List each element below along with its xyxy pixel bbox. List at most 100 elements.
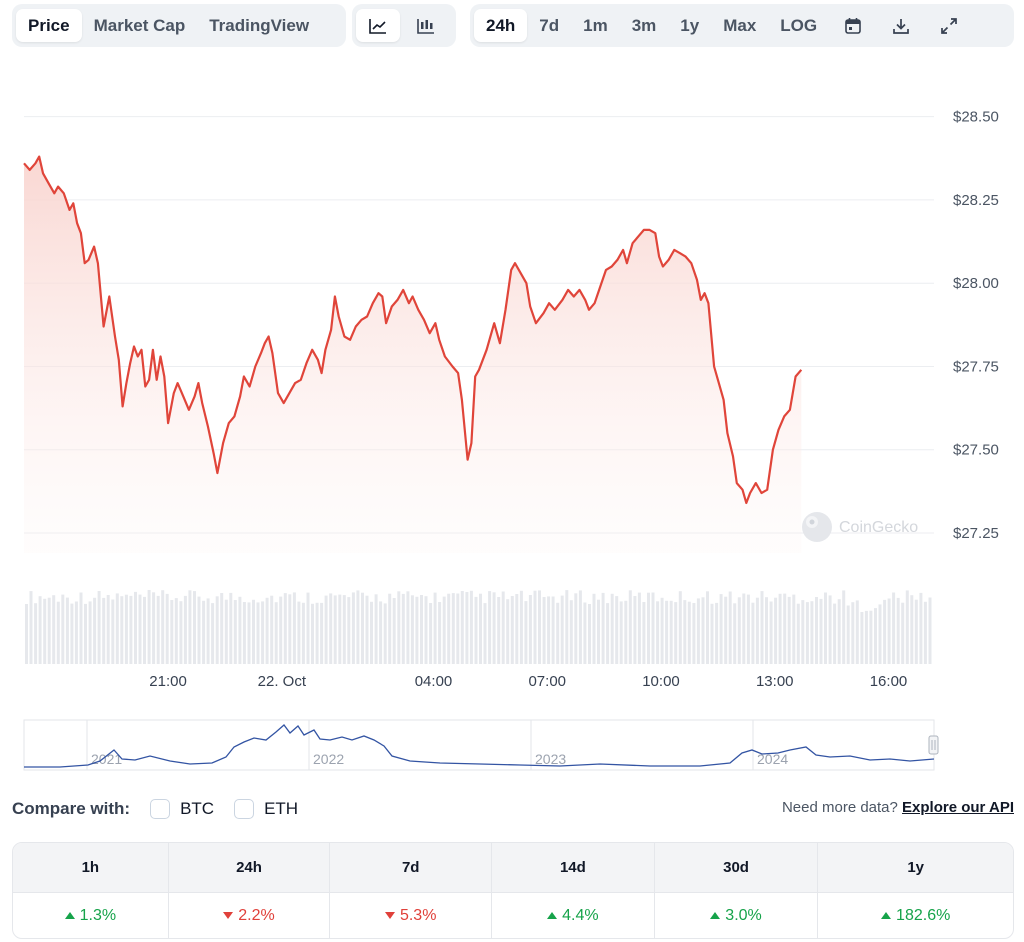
- volume-bar: [774, 597, 778, 664]
- range-7d[interactable]: 7d: [539, 15, 560, 35]
- volume-bar: [765, 597, 768, 664]
- volume-bar: [719, 594, 723, 664]
- range-3m[interactable]: 3m: [631, 15, 657, 35]
- price-area: [23, 155, 803, 553]
- x-tick-label: 22. Oct: [258, 673, 307, 690]
- tab-tradingview[interactable]: TradingView: [209, 15, 310, 35]
- volume-bar: [429, 603, 433, 664]
- line-chart-button[interactable]: [356, 9, 400, 42]
- y-tick-label: $27.50: [953, 442, 999, 459]
- perf-col-30d: 30d 3.0%: [654, 843, 819, 938]
- volume-bar: [174, 598, 178, 664]
- volume-bar: [338, 594, 342, 664]
- volume-bar: [315, 602, 319, 664]
- fullscreen-button[interactable]: [925, 9, 973, 42]
- volume-bar: [247, 602, 251, 664]
- volume-bar: [801, 600, 805, 664]
- volume-bar: [610, 593, 614, 664]
- perf-col-14d: 14d 4.4%: [492, 843, 655, 938]
- volume-bar: [746, 594, 750, 664]
- volume-bar: [129, 595, 133, 664]
- volume-bar: [292, 592, 296, 664]
- tab-price[interactable]: Price: [16, 9, 82, 42]
- range-1y[interactable]: 1y: [680, 15, 700, 35]
- volume-bar: [674, 602, 678, 664]
- volume-bar: [370, 601, 373, 664]
- volume-bar: [497, 597, 501, 664]
- explore-api-link[interactable]: Explore our API: [902, 799, 1014, 816]
- volume-bar: [424, 596, 428, 664]
- volume-bar: [392, 598, 396, 664]
- volume-bar: [274, 602, 278, 664]
- range-24h[interactable]: 24h: [474, 9, 528, 42]
- compare-eth-checkbox[interactable]: ETH: [234, 799, 298, 819]
- volume-bar: [860, 612, 864, 664]
- volume-bar: [143, 596, 146, 664]
- volume-bar: [547, 596, 551, 664]
- volume-bar: [483, 603, 487, 664]
- volume-bar: [451, 593, 455, 664]
- range-1m[interactable]: 1m: [583, 15, 608, 35]
- volume-bar: [252, 599, 255, 664]
- volume-bar: [265, 597, 269, 664]
- x-tick-label: 04:00: [415, 673, 453, 690]
- price-chart[interactable]: $28.50 $28.25 $28.00 $27.75 $27.50 $27.25 Coi…: [0, 50, 1024, 775]
- navigator-handle[interactable]: [928, 735, 939, 755]
- perf-value: 3.0%: [654, 892, 818, 938]
- y-axis: $28.50 $28.25 $28.00 $27.75 $27.50 $27.25: [953, 109, 999, 542]
- volume-bar: [193, 591, 196, 664]
- volume-bar: [474, 596, 478, 664]
- volume-bar: [706, 591, 709, 664]
- volume-bar: [628, 590, 632, 664]
- volume-bar: [270, 595, 274, 664]
- volume-bar: [851, 602, 855, 664]
- download-button[interactable]: [877, 9, 925, 42]
- api-prompt: Need more data? Explore our API: [782, 799, 1014, 816]
- log-scale-toggle[interactable]: LOG: [780, 15, 818, 35]
- navigator[interactable]: 2021 2022 2023 2024: [23, 719, 939, 771]
- volume-bar: [833, 603, 837, 664]
- volume-bar: [633, 596, 637, 664]
- volume-bar: [883, 599, 887, 664]
- candlestick-button[interactable]: [404, 9, 448, 42]
- volume-bar: [52, 595, 56, 664]
- volume-bar: [606, 603, 610, 664]
- chart-mode-tabs: Price Market Cap TradingView: [12, 4, 346, 47]
- volume-bar: [805, 602, 809, 664]
- volume-bar: [306, 592, 310, 664]
- volume-bar: [188, 590, 192, 664]
- volume-bar: [242, 602, 246, 664]
- volume-bar: [923, 601, 927, 664]
- tab-market-cap[interactable]: Market Cap: [93, 15, 186, 35]
- volume-bar: [842, 590, 846, 664]
- watermark-text: CoinGecko: [839, 519, 918, 536]
- arrow-up-icon: [881, 912, 892, 919]
- volume-bar: [542, 597, 546, 664]
- perf-header: 1y: [818, 843, 1013, 892]
- volume-bar: [501, 591, 505, 664]
- date-range-button[interactable]: [829, 9, 877, 42]
- volume-bar: [220, 593, 224, 664]
- line-chart-icon: [369, 18, 386, 34]
- price-line: [23, 155, 803, 505]
- volume-bar: [124, 594, 128, 664]
- volume-bar: [442, 596, 446, 664]
- arrow-down-icon: [223, 912, 234, 919]
- range-max[interactable]: Max: [723, 15, 757, 35]
- volume-bar: [538, 590, 541, 664]
- volume-bar: [120, 596, 124, 664]
- volume-bar: [515, 594, 519, 664]
- volume-bar: [401, 593, 405, 664]
- volume-bar: [919, 592, 923, 664]
- compare-btc-label: BTC: [180, 799, 215, 818]
- y-tick-label: $27.25: [953, 525, 999, 542]
- volume-bar: [901, 602, 905, 664]
- volume-bar: [787, 596, 791, 664]
- volume-bar: [197, 596, 201, 664]
- volume-bar: [615, 596, 619, 664]
- volume-bar: [420, 595, 423, 664]
- volume-bar: [864, 610, 868, 664]
- volume-bar: [742, 593, 746, 664]
- compare-btc-checkbox[interactable]: BTC: [150, 799, 214, 819]
- volume-bar: [696, 598, 700, 664]
